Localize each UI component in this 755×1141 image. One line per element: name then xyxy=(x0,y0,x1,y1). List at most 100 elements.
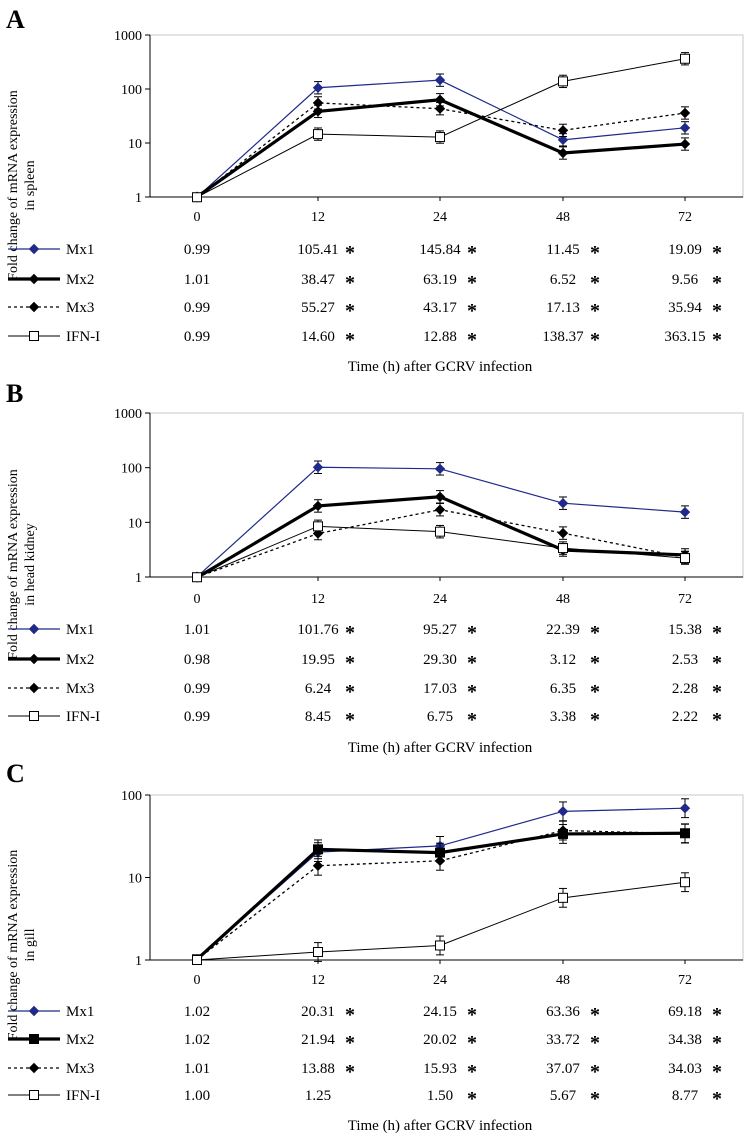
data-point-ifn-i xyxy=(680,553,690,564)
x-tick-label: 12 xyxy=(311,210,325,225)
y-tick-label: 1000 xyxy=(114,29,142,44)
significance-star: * xyxy=(345,300,355,322)
series-line-mx3 xyxy=(196,829,686,961)
data-label: 11.45 xyxy=(546,242,579,258)
data-label: 1.00 xyxy=(184,1088,210,1104)
data-label: 63.19 xyxy=(423,272,457,288)
data-point-mx3 xyxy=(557,125,569,136)
data-point-ifn-i xyxy=(313,521,323,532)
data-point-ifn-i xyxy=(680,877,690,888)
legend-key-marker xyxy=(28,273,40,285)
y-axis-title: Fold change of mRNA expression xyxy=(6,90,21,281)
legend-key-marker xyxy=(28,1005,40,1017)
data-label: 6.35 xyxy=(550,681,576,697)
x-tick-label: 24 xyxy=(433,210,447,225)
significance-star: * xyxy=(590,272,600,294)
significance-star: * xyxy=(590,300,600,322)
data-point-mx1 xyxy=(312,82,324,93)
data-point-mx1 xyxy=(557,497,569,509)
panel-letter: C xyxy=(6,759,25,788)
data-point-mx1 xyxy=(434,74,446,86)
significance-star: * xyxy=(590,1032,600,1054)
data-label: 22.39 xyxy=(546,622,580,638)
data-label: 0.99 xyxy=(184,242,210,258)
series-line-mx3 xyxy=(196,509,686,578)
data-point-ifn-i xyxy=(435,132,445,143)
data-label: 138.37 xyxy=(542,329,584,345)
legend-key-marker xyxy=(28,682,40,694)
data-label: 15.93 xyxy=(423,1061,457,1077)
significance-star: * xyxy=(712,1032,722,1054)
series-line-mx2 xyxy=(196,98,686,199)
data-point-mx3 xyxy=(434,504,446,515)
data-point-mx1 xyxy=(679,802,691,814)
data-point-mx2 xyxy=(312,500,324,512)
significance-star: * xyxy=(467,1061,477,1083)
x-axis-title: Time (h) after GCRV infection xyxy=(348,740,533,756)
data-label: 24.15 xyxy=(423,1004,457,1020)
data-label: 3.12 xyxy=(550,652,576,668)
chart-panel-b: B 1 10 100 1000 0 12 24 48 72 Fold change of mRNA … xyxy=(6,379,744,756)
x-tick-label: 48 xyxy=(556,592,570,607)
y-axis-title: Fold change of mRNA expression xyxy=(6,850,21,1041)
data-label: 0.99 xyxy=(184,329,210,345)
x-axis-title: Time (h) after GCRV infection xyxy=(348,1118,533,1134)
data-point-mx1 xyxy=(557,134,569,146)
significance-star: * xyxy=(712,272,722,294)
data-label: 15.38 xyxy=(668,622,702,638)
significance-star: * xyxy=(590,652,600,674)
legend-key-marker xyxy=(29,1034,39,1044)
legend-label-mx2: Mx2 xyxy=(66,652,94,668)
plot-area xyxy=(149,34,744,198)
y-tick-label: 1 xyxy=(135,954,142,969)
y-tick-label: 100 xyxy=(121,462,142,477)
chart-panel-a: A 1 10 100 1000 0 12 24 48 72 Fold change of mRNA … xyxy=(6,5,744,375)
data-label: 5.67 xyxy=(550,1088,577,1104)
plot-area xyxy=(149,794,744,961)
legend-key-marker xyxy=(28,1062,40,1074)
series-line-mx3 xyxy=(196,102,686,198)
y-tick-label: 1 xyxy=(135,191,142,206)
significance-star: * xyxy=(467,272,477,294)
legend-label-mx3: Mx3 xyxy=(66,1061,94,1077)
data-point-mx3 xyxy=(312,860,324,871)
data-label: 33.72 xyxy=(546,1032,580,1048)
y-tick-label: 1000 xyxy=(114,407,142,422)
significance-star: * xyxy=(345,1061,355,1083)
y-tick-label: 100 xyxy=(121,789,142,804)
significance-star: * xyxy=(712,709,722,731)
data-label: 363.15 xyxy=(664,329,705,345)
y-axis-title-line2: in spleen xyxy=(23,160,38,210)
legend-key-marker xyxy=(28,301,40,313)
y-axis-title-line2: in gill xyxy=(23,928,38,961)
data-label: 6.75 xyxy=(427,709,453,725)
significance-star: * xyxy=(712,300,722,322)
data-point-mx3 xyxy=(434,855,446,867)
x-tick-label: 0 xyxy=(194,592,201,607)
data-label: 3.38 xyxy=(550,709,576,725)
data-point-mx2 xyxy=(679,138,691,150)
data-label: 38.47 xyxy=(301,272,335,288)
significance-star: * xyxy=(345,681,355,703)
significance-star: * xyxy=(590,681,600,703)
significance-star: * xyxy=(712,242,722,264)
data-label: 0.98 xyxy=(184,652,210,668)
data-point-ifn-i xyxy=(313,947,323,958)
data-point-mx3 xyxy=(557,825,569,836)
data-label: 6.52 xyxy=(550,272,576,288)
data-label: 19.95 xyxy=(301,652,335,668)
data-label: 8.77 xyxy=(672,1088,699,1104)
x-tick-label: 24 xyxy=(433,973,447,988)
significance-star: * xyxy=(467,709,477,731)
chart-panel-c: C 1 10 100 0 12 24 48 72 Fold change of mRNA expr… xyxy=(6,759,744,1134)
data-point-ifn-i xyxy=(435,526,445,537)
legend-label-mx3: Mx3 xyxy=(66,681,94,697)
data-label: 145.84 xyxy=(419,242,461,258)
data-label: 2.22 xyxy=(672,709,698,725)
data-label: 17.13 xyxy=(546,300,580,316)
legend-label-mx2: Mx2 xyxy=(66,1032,94,1048)
data-label: 0.99 xyxy=(184,709,210,725)
data-label: 9.56 xyxy=(672,272,699,288)
legend-key-marker xyxy=(29,331,39,341)
